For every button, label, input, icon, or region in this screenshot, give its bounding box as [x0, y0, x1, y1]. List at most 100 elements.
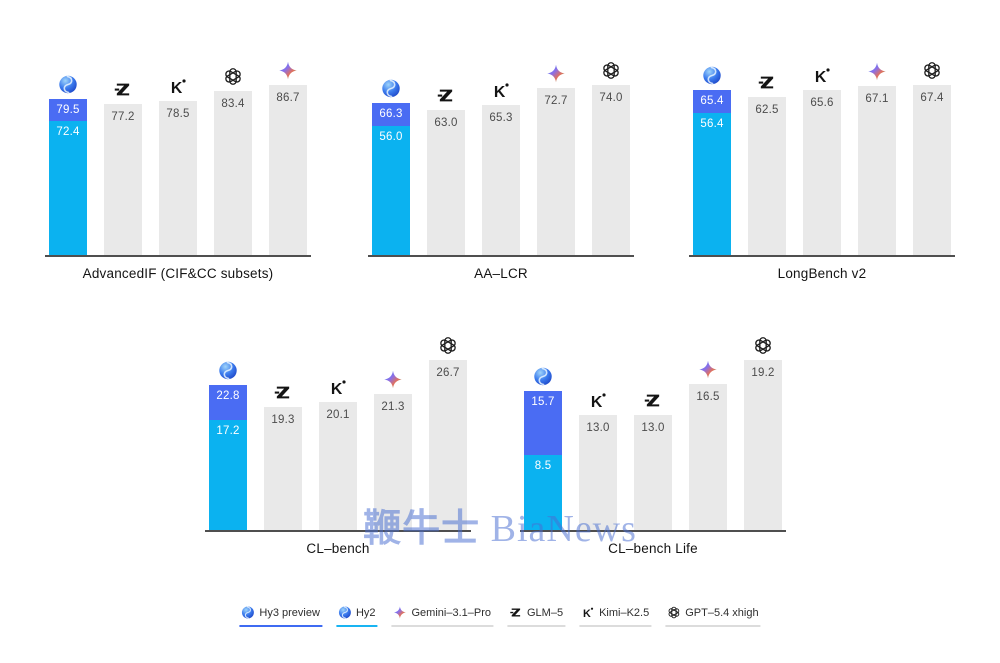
bar-value-label: 62.5: [755, 104, 779, 117]
gemini-icon: [868, 62, 887, 81]
segment-hy2: 56.4: [693, 112, 731, 255]
bar-value-label: 72.4: [56, 126, 80, 139]
chart-aa-lcr: 66.3 56.0 63.0 K 65.3 72.7 74.0 AA–LCR: [368, 62, 634, 281]
bar-value-label: 79.5: [56, 104, 80, 117]
svg-text:K: K: [171, 80, 183, 96]
bar-value-label: 67.4: [920, 92, 944, 104]
segment-hy3-preview: 15.7: [524, 391, 562, 455]
gemini-icon: [394, 606, 407, 619]
bar-kimi-k2-5: K 20.1: [319, 380, 357, 530]
plot-area: 65.4 56.4 62.5 K 65.6 67.1 67.4: [689, 62, 955, 257]
bar-kimi-k2-5: K 65.3: [482, 83, 520, 255]
legend-item-gpt-5-4-xhigh: GPT–5.4 xhigh: [665, 606, 761, 627]
bar-kimi-k2-5: K 78.5: [159, 79, 197, 255]
hunyuan-icon: [241, 606, 254, 619]
segment-hy2: 72.4: [49, 121, 87, 255]
glm-icon: [114, 80, 133, 99]
legend-label: Kimi–K2.5: [599, 606, 650, 619]
bar-value-label: 26.7: [436, 367, 460, 379]
bar-value-label: 65.6: [810, 96, 834, 109]
svg-text:K: K: [583, 608, 591, 619]
bar-value-label: 8.5: [534, 459, 552, 472]
bar-gemini-3-1-pro: 16.5: [689, 360, 727, 530]
glm-icon: [644, 391, 663, 410]
legend-label: Gemini–3.1–Pro: [411, 606, 492, 619]
gemini-icon: [699, 360, 718, 379]
segment-hy3-preview: 65.4: [693, 90, 731, 113]
bar-value-label: 66.3: [379, 107, 403, 120]
chart-advancedif-cif-cc-subsets: 79.5 72.4 77.2 K 78.5 83.4 86.7 AdvancedIF (CIF…: [45, 61, 311, 281]
openai-icon: [602, 61, 621, 80]
glm-icon: [509, 606, 522, 619]
kimi-icon: K: [169, 77, 188, 97]
hunyuan-icon: [338, 606, 351, 619]
bar-kimi-k2-5: K 13.0: [579, 393, 617, 530]
chart-title: LongBench v2: [777, 266, 867, 281]
legend: Hy3 preview Hy2 Gemini–3.1–Pro GLM–5 K Kimi–K…: [239, 606, 761, 627]
kimi-icon: K: [492, 81, 511, 101]
hunyuan-icon: [703, 66, 722, 85]
bar-glm-5: 63.0: [427, 89, 465, 255]
openai-icon: [667, 606, 680, 619]
bar-hy3-hy2-stacked: 22.8 17.2: [209, 361, 247, 530]
bar-hy3-hy2-stacked: 79.5 72.4: [49, 75, 87, 255]
legend-label: Hy2: [355, 606, 376, 619]
gemini-icon: [279, 61, 298, 80]
bar-value-label: 83.4: [221, 98, 245, 111]
bar-glm-5: 19.3: [264, 386, 302, 530]
bar-value-label: 74.0: [599, 92, 623, 104]
chart-title: AdvancedIF (CIF&CC subsets): [82, 266, 274, 281]
kimi-icon: K: [329, 378, 348, 398]
chart-title: CL–bench: [306, 541, 370, 556]
bar-value-label: 67.1: [865, 92, 889, 105]
bar-value-label: 21.3: [381, 401, 405, 414]
bar-value-label: 13.0: [641, 421, 665, 434]
legend-label: Hy3 preview: [259, 606, 320, 619]
hunyuan-icon: [534, 367, 553, 386]
bar-glm-5: 13.0: [634, 394, 672, 530]
svg-text:K: K: [331, 381, 343, 397]
plot-area: 79.5 72.4 77.2 K 78.5 83.4 86.7: [45, 61, 311, 257]
bar-gemini-3-1-pro: 21.3: [374, 371, 412, 530]
bar-value-label: 56.4: [700, 117, 724, 130]
bar-value-label: 15.7: [531, 396, 555, 408]
bar-gpt-5-4-xhigh: 67.4: [913, 62, 951, 255]
legend-label: GPT–5.4 xhigh: [685, 606, 759, 619]
bar-value-label: 78.5: [166, 108, 190, 121]
bar-kimi-k2-5: K 65.6: [803, 67, 841, 255]
segment-hy2: 17.2: [209, 420, 247, 530]
chart-title: AA–LCR: [474, 266, 528, 281]
plot-area: 66.3 56.0 63.0 K 65.3 72.7 74.0: [368, 62, 634, 257]
chart-longbench-v2: 65.4 56.4 62.5 K 65.6 67.1 67.4 LongBench v2: [689, 62, 955, 281]
bar-glm-5: 77.2: [104, 83, 142, 255]
bar-hy3-hy2-stacked: 15.7 8.5: [524, 367, 562, 530]
bar-value-label: 72.7: [544, 95, 568, 107]
legend-item-gemini-3-1-pro: Gemini–3.1–Pro: [391, 606, 493, 627]
svg-text:K: K: [591, 394, 603, 410]
bar-value-label: 16.5: [696, 390, 720, 403]
bar-value-label: 20.1: [326, 409, 350, 422]
hunyuan-icon: [219, 361, 238, 380]
segment-hy3-preview: 22.8: [209, 384, 247, 421]
glm-icon: [758, 73, 777, 92]
kimi-icon: K: [589, 391, 608, 411]
glm-icon: [437, 86, 456, 105]
kimi-icon: K: [581, 606, 594, 620]
bar-gpt-5-4-xhigh: 83.4: [214, 68, 252, 255]
bar-hy3-hy2-stacked: 66.3 56.0: [372, 79, 410, 255]
bar-value-label: 65.3: [489, 112, 513, 124]
svg-text:K: K: [494, 84, 506, 100]
hunyuan-icon: [382, 79, 401, 98]
segment-hy3-preview: 79.5: [49, 99, 87, 122]
chart-cl-bench: 22.8 17.2 19.3 K 20.1 21.3 26.7 CL–bench: [205, 337, 471, 556]
openai-icon: [754, 336, 773, 355]
plot-area: 22.8 17.2 19.3 K 20.1 21.3 26.7: [205, 337, 471, 532]
hunyuan-icon: [59, 75, 78, 94]
legend-label: GLM–5: [527, 606, 564, 619]
chart-cl-bench-life: 15.7 8.5 K 13.0 13.0 16.5 19.2 CL–bench Life: [520, 337, 786, 556]
bar-value-label: 19.3: [271, 414, 295, 427]
plot-area: 15.7 8.5 K 13.0 13.0 16.5 19.2: [520, 337, 786, 532]
bar-hy3-hy2-stacked: 65.4 56.4: [693, 66, 731, 255]
bar-value-label: 17.2: [216, 425, 240, 438]
